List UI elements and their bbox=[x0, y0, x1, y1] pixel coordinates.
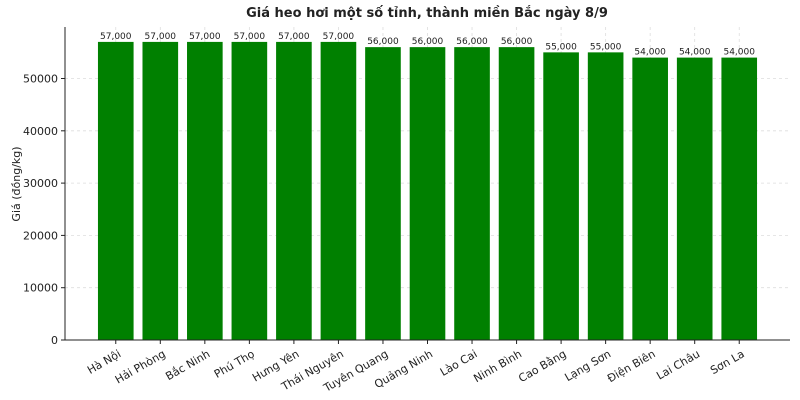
y-tick-label: 50000 bbox=[23, 73, 58, 86]
y-tick-label: 10000 bbox=[23, 282, 58, 295]
data-label: 57,000 bbox=[145, 32, 177, 42]
bar bbox=[365, 47, 401, 341]
bar bbox=[498, 47, 535, 341]
x-tick-label: Sơn La bbox=[708, 347, 747, 377]
data-label: 57,000 bbox=[323, 32, 355, 42]
bar bbox=[587, 52, 624, 340]
bar bbox=[632, 57, 668, 340]
data-label: 56,000 bbox=[501, 37, 533, 47]
bar bbox=[721, 57, 758, 340]
bar bbox=[142, 41, 179, 341]
data-label: 57,000 bbox=[100, 32, 132, 42]
y-tick-label: 0 bbox=[51, 334, 58, 347]
x-tick-label: Hải Phòng bbox=[113, 347, 168, 386]
bar bbox=[409, 47, 446, 341]
data-label: 56,000 bbox=[456, 37, 488, 47]
x-tick-label: Ninh Bình bbox=[471, 347, 524, 385]
data-label: 57,000 bbox=[278, 32, 310, 42]
bar bbox=[454, 47, 490, 341]
x-tick-label: Phú Thọ bbox=[212, 347, 257, 381]
data-label: 55,000 bbox=[545, 42, 577, 52]
bar bbox=[97, 41, 134, 341]
x-tick-label: Lạng Sơn bbox=[562, 347, 613, 384]
y-tick-label: 20000 bbox=[23, 229, 58, 242]
bar bbox=[276, 41, 312, 341]
data-label: 55,000 bbox=[590, 42, 622, 52]
data-label: 54,000 bbox=[679, 48, 711, 58]
data-label: 54,000 bbox=[634, 48, 666, 58]
y-axis-label: Giá (đồng/kg) bbox=[10, 146, 23, 221]
data-label: 54,000 bbox=[723, 48, 755, 58]
data-label: 56,000 bbox=[412, 37, 444, 47]
bar bbox=[676, 57, 713, 340]
data-label: 57,000 bbox=[189, 32, 221, 42]
x-tick-label: Cao Bằng bbox=[516, 347, 568, 385]
bar bbox=[187, 41, 223, 341]
bar bbox=[320, 41, 357, 341]
y-tick-label: 40000 bbox=[23, 125, 58, 138]
x-tick-label: Điện Biên bbox=[605, 347, 658, 385]
y-tick-label: 30000 bbox=[23, 177, 58, 190]
x-tick-label: Bắc Ninh bbox=[163, 347, 212, 383]
x-tick-label: Lai Châu bbox=[654, 347, 702, 382]
chart-title: Giá heo hơi một số tỉnh, thành miền Bắc … bbox=[246, 6, 608, 21]
data-label: 57,000 bbox=[234, 32, 266, 42]
bar bbox=[231, 41, 268, 341]
bar bbox=[543, 52, 579, 340]
data-label: 56,000 bbox=[367, 37, 399, 47]
